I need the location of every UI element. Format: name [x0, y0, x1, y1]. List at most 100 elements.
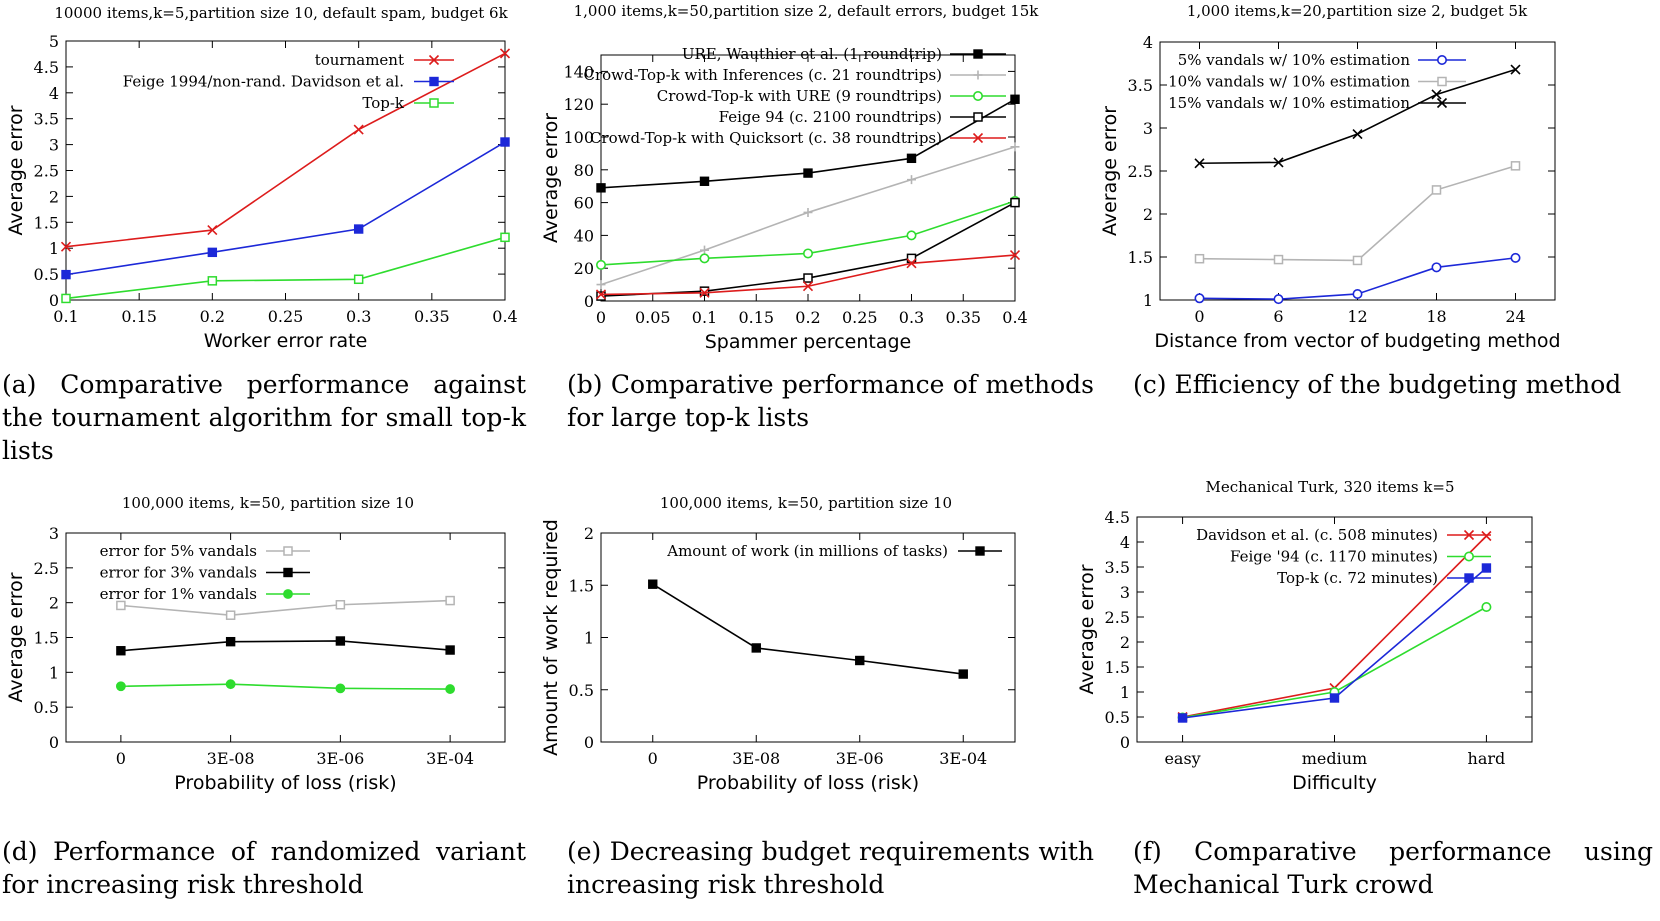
- series-ure-wauthier-et-al-1-roundtrip: [596, 94, 1020, 193]
- data-point: [225, 636, 236, 647]
- series-crowd-top-k-with-ure-9-roundtrips: [595, 195, 1020, 270]
- chart-b: 1,000 items,k=50,partition size 2, defau…: [540, 2, 1039, 353]
- x-axis-label: Spammer percentage: [705, 331, 912, 353]
- data-point: [648, 579, 658, 589]
- legend-marker: [1464, 573, 1474, 583]
- y-tick-label: 2: [49, 594, 59, 613]
- legend-label: 10% vandals w/ 10% estimation: [1168, 73, 1410, 91]
- y-axis-label: Average error: [1099, 106, 1121, 236]
- data-point: [596, 280, 606, 290]
- y-tick-label: 1.5: [569, 576, 594, 595]
- legend-entry: Amount of work (in millions of tasks): [666, 542, 1002, 560]
- legend-label: tournament: [315, 51, 404, 69]
- x-tick-label: 0: [1194, 307, 1204, 326]
- legend-label: Top-k (c. 72 minutes): [1277, 569, 1438, 587]
- y-tick-label: 140: [563, 62, 594, 81]
- x-tick-label: 0: [116, 749, 126, 768]
- y-tick-label: 0.5: [34, 265, 59, 284]
- data-point: [1431, 185, 1442, 195]
- data-point: [1194, 253, 1205, 264]
- data-point: [335, 636, 346, 646]
- x-tick-label: 0.05: [635, 308, 671, 327]
- x-tick-label: 0: [596, 308, 606, 327]
- data-point: [1481, 530, 1492, 542]
- y-axis-label: Average error: [5, 105, 27, 235]
- data-point: [802, 281, 814, 292]
- legend-marker: [973, 112, 983, 122]
- data-point: [353, 124, 364, 135]
- y-tick-label: 4.5: [1105, 508, 1130, 527]
- y-tick-label: 0: [49, 291, 59, 310]
- legend-marker: [973, 49, 983, 59]
- data-point: [1009, 250, 1021, 261]
- x-tick-label: 0.25: [842, 308, 878, 327]
- chart-title: 100,000 items, k=50, partition size 10: [122, 494, 414, 512]
- data-point: [1273, 254, 1284, 265]
- caption-c-text: (c) Efficiency of the budgeting method: [1133, 370, 1622, 399]
- legend-marker: [975, 546, 985, 556]
- x-tick-label: 0.2: [200, 307, 225, 326]
- legend-label: Feige 94 (c. 2100 roundtrips): [719, 108, 942, 126]
- x-axis-label: Probability of loss (risk): [174, 772, 396, 794]
- data-point: [445, 595, 455, 606]
- data-point: [907, 175, 916, 185]
- data-point: [445, 645, 455, 655]
- x-tick-label: easy: [1164, 749, 1200, 768]
- x-tick-label: 18: [1426, 307, 1446, 326]
- series-error-for-5-vandals: [116, 595, 455, 620]
- legend-label: Amount of work (in millions of tasks): [666, 542, 948, 560]
- legend-label: error for 1% vandals: [100, 585, 257, 603]
- legend-entry: Crowd-Top-k with Inferences (c. 21 round…: [583, 66, 1006, 84]
- data-point: [1510, 64, 1521, 75]
- legend-label: Top-k: [362, 94, 405, 112]
- legend-label: 15% vandals w/ 10% estimation: [1168, 94, 1410, 112]
- legend-marker: [1436, 97, 1448, 109]
- data-point: [802, 248, 813, 259]
- x-tick-label: 3E-08: [732, 749, 780, 768]
- series-top-k-c-72-minutes: [1177, 563, 1492, 723]
- y-tick-label: 80: [574, 161, 594, 180]
- x-tick-label: 0.35: [414, 307, 450, 326]
- legend-entry: URE, Wauthier et al. (1 roundtrip): [682, 45, 1006, 63]
- data-point: [353, 224, 364, 234]
- legend-marker: [1463, 529, 1475, 541]
- x-tick-label: 0.3: [346, 307, 371, 326]
- data-point: [335, 683, 346, 694]
- series-error-for-3-vandals: [116, 636, 455, 656]
- data-point: [445, 684, 456, 694]
- data-point: [803, 207, 813, 217]
- legend-label: 5% vandals w/ 10% estimation: [1178, 51, 1411, 69]
- data-point: [1431, 89, 1442, 100]
- data-point: [499, 48, 511, 59]
- y-tick-label: 3: [1143, 119, 1153, 138]
- series-line: [652, 583, 964, 675]
- caption-e: (e) Decreasing budget requirements with …: [567, 835, 1094, 901]
- legend-label: error for 5% vandals: [100, 542, 257, 560]
- caption-d: (d) Performance of randomized variant fo…: [2, 835, 526, 901]
- legend-marker: [283, 589, 293, 599]
- y-tick-label: 1.5: [34, 213, 59, 232]
- chart-c: 1,000 items,k=20,partition size 2, budge…: [1099, 2, 1561, 352]
- data-point: [1194, 293, 1205, 304]
- y-tick-label: 0: [584, 733, 594, 752]
- data-point: [1352, 255, 1363, 266]
- data-point: [61, 269, 71, 280]
- y-tick-label: 1: [49, 239, 59, 258]
- legend-label: Crowd-Top-k with URE (9 roundtrips): [657, 87, 942, 105]
- data-point: [1510, 161, 1521, 171]
- legend-entry: Feige '94 (c. 1170 minutes): [1230, 548, 1491, 566]
- series-line: [120, 640, 451, 652]
- legend-marker: [973, 70, 983, 80]
- legend-marker: [428, 54, 440, 66]
- y-tick-label: 2.5: [34, 559, 59, 578]
- legend-entry: error for 1% vandals: [100, 585, 310, 603]
- x-tick-label: 6: [1273, 307, 1283, 326]
- x-tick-label: 0.25: [268, 307, 304, 326]
- chart-f: Mechanical Turk, 320 items k=5 0 0.5 1 1.5 2 2…: [1076, 478, 1533, 794]
- x-axis-label: Probability of loss (risk): [697, 772, 919, 794]
- series-15-vandals-w-10-estimation: [1194, 64, 1521, 169]
- data-point: [1510, 252, 1521, 263]
- legend-entry: 5% vandals w/ 10% estimation: [1178, 51, 1466, 69]
- x-tick-label: 24: [1505, 307, 1525, 326]
- legend-marker: [283, 546, 293, 556]
